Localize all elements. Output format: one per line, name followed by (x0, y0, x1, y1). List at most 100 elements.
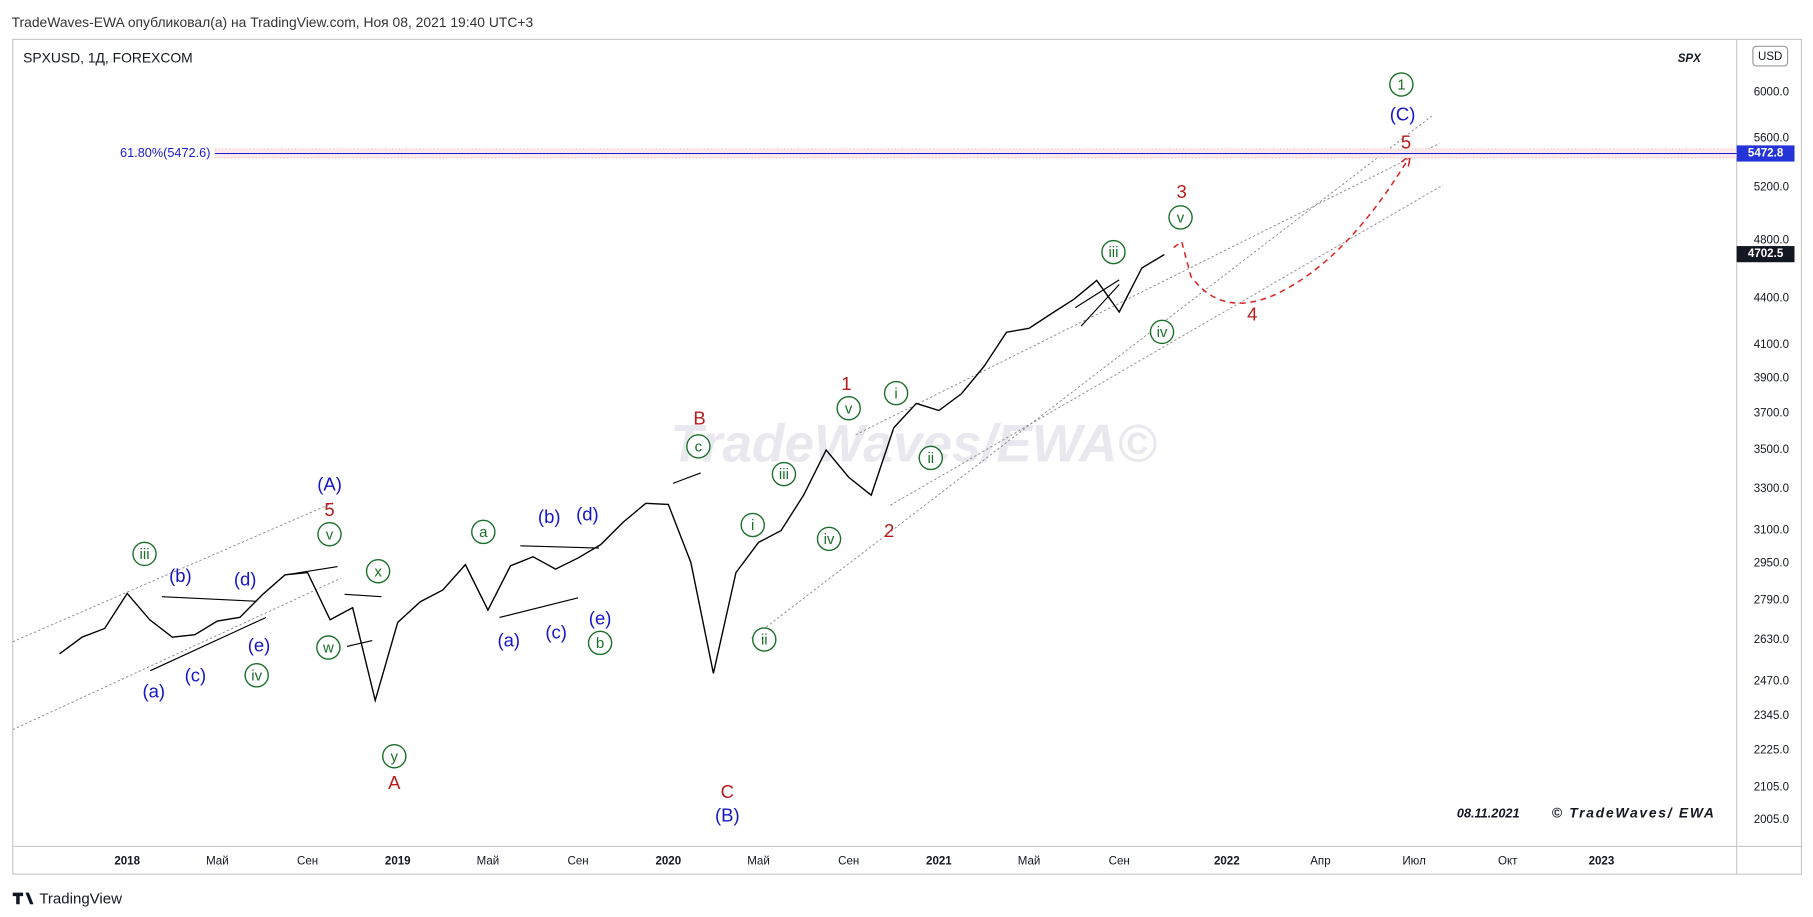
wave-label: (c) (545, 622, 567, 643)
symbol-title: SPXUSD, 1Д, FOREXCOM (23, 50, 193, 66)
wave-label: (d) (234, 568, 257, 589)
wave-circle (244, 663, 269, 688)
y-tick-label: 3700.0 (1754, 407, 1789, 419)
chart-frame (12, 38, 1803, 875)
y-tick-label: 2630.0 (1754, 634, 1789, 646)
wave-circle (132, 541, 157, 567)
brand-logo (12, 892, 34, 905)
wave-label: (b) (538, 506, 561, 527)
wave-label: 1 (841, 373, 851, 394)
wave-label: (C) (1390, 104, 1416, 125)
copyright: © TradeWaves/ EWA (1552, 805, 1716, 821)
y-tick-label: 2225.0 (1754, 745, 1789, 757)
y-tick-label: 2105.0 (1754, 782, 1789, 794)
wave-label: (a) (142, 681, 165, 702)
wave-circle (771, 461, 797, 487)
wave-label: v (845, 400, 853, 417)
y-tick-label: 2950.0 (1754, 558, 1789, 570)
wave-label: 5 (324, 499, 334, 520)
wave-circle (1389, 72, 1414, 97)
wave-label: ii (761, 632, 768, 649)
wave-label: (d) (576, 504, 599, 525)
x-tick-label: Май (1018, 856, 1041, 868)
currency-box[interactable] (1752, 45, 1789, 67)
publisher-line: TradeWaves-EWA опубликовал(а) на Trading… (12, 14, 534, 30)
wave-label: 5 (1401, 131, 1411, 152)
wave-label: ii (927, 450, 934, 467)
wave-circle (587, 630, 613, 656)
price-tag (1736, 246, 1795, 263)
x-tick-label: Май (747, 856, 770, 868)
wave-label: (e) (248, 634, 271, 655)
wave-label: (a) (497, 630, 520, 651)
wave-label: w (322, 640, 334, 657)
x-tick-label: 2020 (655, 856, 681, 868)
wave-label: c (695, 438, 703, 455)
date-stamp: 08.11.2021 (1457, 805, 1520, 820)
wave-circle (316, 635, 341, 660)
wave-circle (1168, 205, 1193, 230)
wave-label: A (388, 772, 401, 793)
wave-circle (816, 526, 842, 552)
wave-label: i (751, 517, 754, 534)
wave-label: 2 (884, 520, 894, 541)
y-tick-label: 2005.0 (1754, 814, 1789, 826)
x-tick-label: Сен (838, 856, 859, 868)
wave-label: b (596, 635, 604, 652)
wave-circle (382, 743, 407, 769)
wave-label: a (479, 524, 488, 541)
y-tick-label: 5600.0 (1754, 132, 1789, 144)
currency-label[interactable]: USD (1758, 51, 1782, 63)
wave-circle (686, 434, 711, 459)
x-tick-label: Окт (1498, 856, 1518, 868)
watermark: TradeWaves/EWA© (670, 415, 1157, 474)
wave-circle (471, 519, 496, 545)
wave-label: i (894, 385, 897, 402)
wave-label: C (721, 781, 734, 802)
wave-label: iii (140, 546, 150, 563)
y-tick-label: 4100.0 (1754, 339, 1789, 351)
wave-label: y (391, 748, 399, 765)
y-tick-label: 4800.0 (1754, 235, 1789, 247)
y-tick-label: 3100.0 (1754, 525, 1789, 537)
y-tick-label: 2345.0 (1754, 710, 1789, 722)
wave-label: (A) (317, 474, 342, 495)
x-tick-label: Сен (568, 856, 589, 868)
x-tick-label: 2022 (1214, 856, 1240, 868)
price-tag-label: 4702.5 (1748, 248, 1784, 260)
x-tick-label: 2021 (926, 856, 952, 868)
wave-label: (c) (185, 664, 207, 685)
wave-label: iii (1108, 244, 1118, 261)
wave-label: v (326, 526, 334, 543)
price-tag (1736, 145, 1795, 162)
x-tick-label: 2018 (114, 856, 140, 868)
y-tick-label: 2470.0 (1754, 675, 1789, 687)
wave-circle (365, 558, 391, 584)
x-tick-label: Сен (297, 856, 318, 868)
wave-label: iv (824, 531, 835, 548)
wave-label: iii (779, 466, 789, 483)
wave-circle (883, 380, 909, 406)
y-tick-label: 6000.0 (1754, 87, 1789, 99)
wave-circle (752, 627, 777, 652)
y-tick-label: 3900.0 (1754, 372, 1789, 384)
wave-circle (740, 512, 765, 538)
y-tick-label: 2790.0 (1754, 595, 1789, 607)
x-tick-label: Апр (1310, 856, 1330, 868)
y-tick-label: 3300.0 (1754, 483, 1789, 495)
y-tick-label: 4400.0 (1754, 292, 1789, 304)
wave-label: v (1177, 210, 1185, 227)
symbol-badge: SPX (1678, 53, 1702, 65)
wave-label: (e) (589, 608, 612, 629)
x-tick-label: Июл (1402, 856, 1425, 868)
wave-label: 3 (1177, 181, 1187, 202)
wave-circle (918, 445, 944, 471)
wave-label: 4 (1247, 304, 1257, 325)
price-line (59, 253, 1165, 704)
wave-label: iv (251, 667, 262, 684)
fib-label: 61.80%(5472.6) (120, 145, 210, 160)
pattern-lines (150, 279, 1120, 672)
y-tick-label: 5200.0 (1754, 181, 1789, 193)
wave-label: iv (1157, 324, 1168, 341)
